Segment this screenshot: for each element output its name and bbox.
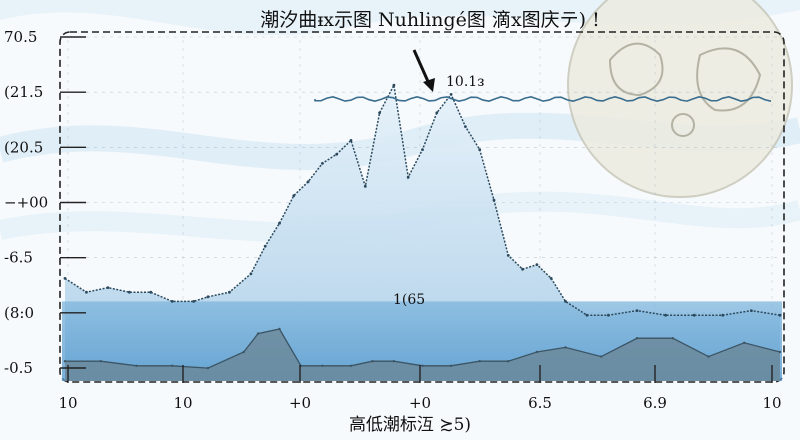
y-tick-label: 70.5: [4, 28, 37, 46]
series-2-point: [99, 360, 102, 363]
series-1-point: [478, 148, 482, 152]
plot-frame: [59, 31, 785, 383]
chart-title: 潮汐曲ᵻx示图 Nuhlingé图 滴x图庆テ) !: [260, 9, 600, 31]
series-2-point: [63, 360, 67, 363]
series-2-point: [371, 360, 374, 363]
series-1-point: [564, 300, 567, 303]
series-1-point: [464, 125, 467, 128]
series-2-point: [449, 364, 453, 367]
x-axis-label: 高低潮标沍 ≿5): [349, 415, 471, 435]
series-2-point: [321, 364, 324, 367]
background-decoration: [0, 0, 800, 243]
y-axis-ticks: 70.5 (21.5 (20.5 −+00 -6.5 (8:0 -0.5: [4, 28, 86, 377]
series-1-point: [278, 221, 281, 225]
series-1-point: [85, 290, 88, 294]
series-1-point: [664, 313, 667, 317]
series-2-point: [743, 341, 746, 344]
series-1-point: [421, 148, 424, 152]
series-1-point: [363, 185, 367, 188]
x-tick-label: 10: [173, 394, 192, 412]
series-1-point: [692, 313, 696, 317]
series-1-point: [750, 309, 753, 312]
series-1-point: [435, 111, 439, 115]
y-tick-label: -0.5: [4, 359, 33, 377]
series-1-point: [263, 244, 267, 248]
annotation-arrowhead: [423, 78, 435, 92]
series-2-point: [392, 360, 396, 363]
y-tick-label: −+00: [4, 194, 48, 212]
series-lines: [63, 82, 782, 370]
series-areas: [62, 85, 782, 381]
series-2-point: [278, 327, 281, 331]
series-1-point: [721, 313, 725, 317]
series-2-point: [171, 364, 174, 367]
series-2-point: [242, 350, 245, 354]
series-2-point: [349, 364, 353, 367]
series-1-point: [321, 162, 324, 165]
series-1-point: [249, 272, 253, 276]
series-1-point: [492, 198, 496, 202]
series-1-point: [63, 277, 67, 280]
series-1-point: [306, 180, 310, 184]
x-tick-label: +0: [409, 394, 431, 412]
series-1-point: [192, 300, 196, 303]
x-tick-label: 6.5: [528, 394, 552, 412]
mean-high-water-line: [314, 95, 772, 103]
series-2-area: [65, 329, 780, 381]
x-tick-label: 10: [762, 394, 781, 412]
series-1-point: [607, 313, 610, 317]
series-2-point: [671, 337, 674, 340]
series-1-point: [106, 286, 110, 289]
series-1-point: [127, 290, 131, 294]
series-2-point: [707, 355, 710, 358]
series-1-point: [292, 194, 296, 198]
y-tick-label: (20.5: [4, 138, 43, 156]
x-tick-label: 6.9: [643, 394, 667, 412]
series-1-point: [506, 254, 510, 257]
series-1-point: [149, 290, 153, 294]
series-1-point: [635, 309, 639, 312]
annotation-mid-label: 1(65: [393, 292, 425, 308]
annotation-arrow: [412, 49, 432, 87]
x-tick-label: 10: [58, 394, 77, 412]
series-2-point: [421, 364, 424, 367]
series-2-point: [135, 364, 138, 367]
series-1-point: [170, 300, 174, 303]
y-tick-label: -6.5: [4, 249, 33, 267]
y-tick-label: (8:0: [4, 304, 34, 322]
series-1-point: [349, 139, 353, 142]
series-2-point: [535, 350, 539, 354]
series-1-point: [406, 175, 410, 179]
series-1-point: [206, 295, 210, 299]
x-axis-ticks: 10 10 +0 +0 6.5 6.9 10: [58, 365, 782, 412]
series-1-point: [521, 267, 524, 271]
series-2-point: [256, 332, 260, 335]
annotation-peak-label: 10.1ᴈ: [446, 74, 484, 90]
series-1-point: [535, 263, 539, 266]
series-2-point: [778, 350, 782, 354]
series-1-point: [335, 152, 339, 156]
series-1-point: [392, 83, 396, 87]
series-2-point: [206, 366, 210, 370]
series-2-point: [478, 360, 481, 363]
series-1-point: [778, 313, 782, 317]
series-1-point: [449, 93, 453, 96]
series-2-point: [507, 360, 510, 363]
series-2-point: [564, 346, 567, 349]
globe-icon: [567, 0, 793, 198]
series-2-point: [600, 355, 603, 358]
series-1-point: [378, 111, 381, 115]
series-1-point: [585, 313, 589, 317]
series-1-line: [64, 82, 781, 316]
x-tick-label: +0: [289, 394, 311, 412]
y-tick-label: (21.5: [4, 83, 43, 101]
series-2-point: [635, 337, 639, 340]
series-1-point: [549, 277, 553, 280]
series-1-point: [228, 290, 231, 294]
annotations: 10.1ᴈ 1(65: [393, 49, 484, 308]
